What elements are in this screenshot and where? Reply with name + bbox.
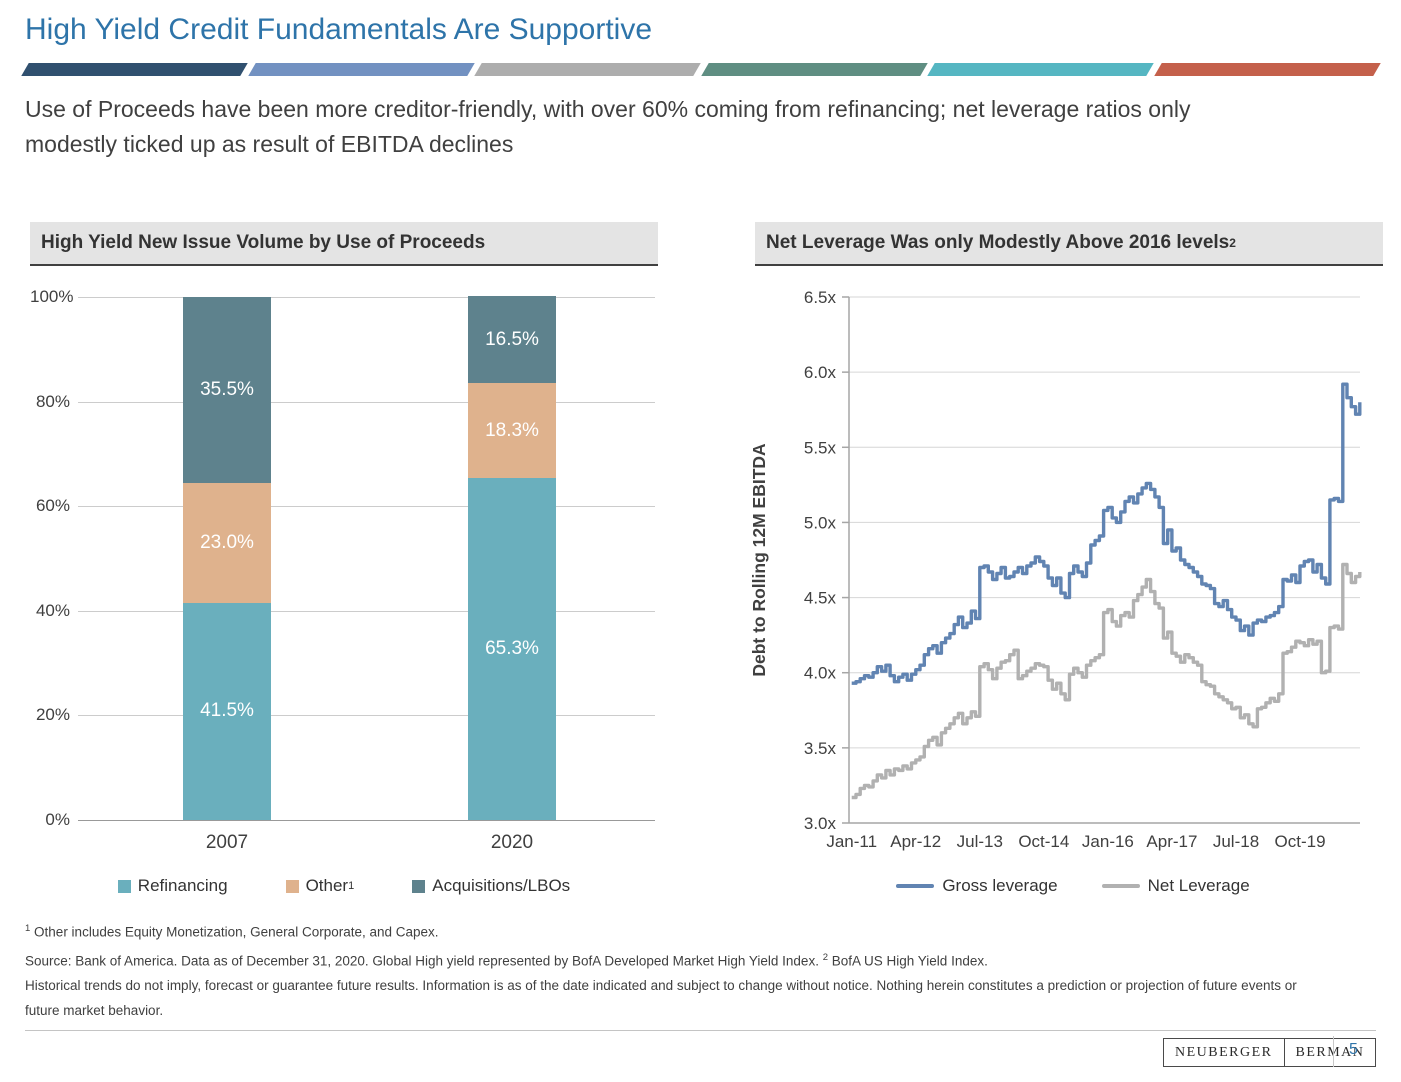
line-chart-xtick-label: Apr-17 xyxy=(1146,832,1197,851)
line-chart-ytick-label: 6.0x xyxy=(804,363,837,382)
line-chart-xtick-label: Oct-19 xyxy=(1275,832,1326,851)
bar-segment-value-label: 23.0% xyxy=(200,531,254,553)
legend-label: Other xyxy=(305,876,349,895)
legend-label: Net Leverage xyxy=(1147,876,1250,895)
legend-label: Refinancing xyxy=(137,876,228,895)
bar-segment-refinancing-2020: 65.3% xyxy=(468,478,556,820)
footnotes: 1 Other includes Equity Monetization, Ge… xyxy=(25,916,1315,1023)
bar-segment-refinancing-2007: 41.5% xyxy=(183,602,271,820)
line-chart-legend: Gross leverage Net Leverage xyxy=(745,876,1401,896)
bar-segment-acquisitions-lbos-2007: 35.5% xyxy=(183,297,271,483)
line-chart-y-axis-title: Debt to Rolling 12M EBITDA xyxy=(749,443,769,677)
bar-segment-value-label: 35.5% xyxy=(200,378,254,400)
divider-segment xyxy=(700,63,927,76)
left-chart-header-text: High Yield New Issue Volume by Use of Pr… xyxy=(41,232,486,253)
footnote-2: Source: Bank of America. Data as of Dece… xyxy=(25,951,988,969)
right-chart-header: Net Leverage Was only Modestly Above 201… xyxy=(755,222,1383,266)
bar-chart-ytick-label: 100% xyxy=(30,287,74,306)
bar-segment-other-2020: 18.3% xyxy=(468,382,556,479)
subtitle-line-1: Use of Proceeds have been more creditor-… xyxy=(25,96,1191,122)
subtitle-line-2: modestly ticked up as result of EBITDA d… xyxy=(25,131,514,157)
line-chart-xtick-label: Oct-14 xyxy=(1018,832,1069,851)
bar-chart-gridline xyxy=(78,715,655,717)
legend-color-swatch xyxy=(412,879,426,893)
divider-segment xyxy=(21,63,248,76)
bar-chart-ytick-label: 60% xyxy=(35,496,70,516)
line-chart-ytick-label: 6.5x xyxy=(804,288,837,307)
legend-color-swatch xyxy=(117,879,131,893)
bar-chart-gridline xyxy=(78,297,655,298)
footnote-1: 1 Other includes Equity Monetization, Ge… xyxy=(25,923,439,940)
legend-item-other: Other 1 xyxy=(285,876,355,896)
bar-segment-value-label: 65.3% xyxy=(485,638,539,660)
line-chart-xtick-label: Jan-11 xyxy=(826,832,877,851)
bar-chart-xtick-label: 2007 xyxy=(205,832,249,853)
line-chart-xtick-label: Apr-12 xyxy=(890,832,941,851)
left-chart-header: High Yield New Issue Volume by Use of Pr… xyxy=(30,222,658,266)
bar-chart-ytick-label: 40% xyxy=(35,600,70,620)
bar-segment-value-label: 18.3% xyxy=(485,419,539,441)
bar-chart-gridline xyxy=(78,506,655,508)
footer-rule xyxy=(25,1030,1376,1031)
divider-segment xyxy=(1153,63,1380,76)
bar-chart-xtick-label: 2020 xyxy=(490,832,534,853)
page-title: High Yield Credit Fundamentals Are Suppo… xyxy=(25,13,653,46)
bar-segment-other-2007: 23.0% xyxy=(183,482,271,603)
legend-item-gross-leverage: Gross leverage xyxy=(896,876,1058,896)
line-chart-ytick-label: 5.5x xyxy=(804,438,837,457)
bar-chart: 0% 20% 40% 60% 80% 100% 41.5% 23.0% 35.5% 2007 65.… xyxy=(30,285,658,855)
legend-color-swatch xyxy=(285,879,299,893)
bar-segment-acquisitions-lbos-2020: 16.5% xyxy=(468,296,556,383)
line-series-gross-leverage xyxy=(851,382,1362,685)
subtitle: Use of Proceeds have been more creditor-… xyxy=(25,92,1345,162)
legend-label: Acquisitions/LBOs xyxy=(432,876,571,895)
line-chart-xtick-label: Jul-18 xyxy=(1213,832,1259,851)
bar-segment-value-label: 16.5% xyxy=(485,328,539,350)
bar-chart-gridline xyxy=(78,401,655,403)
legend-item-net-leverage: Net Leverage xyxy=(1101,876,1250,896)
bar-chart-ytick-label: 80% xyxy=(35,391,70,411)
legend-item-refinancing: Refinancing xyxy=(117,876,228,896)
line-chart-ytick-label: 4.5x xyxy=(804,589,837,608)
bar-chart-gridline xyxy=(78,610,655,612)
line-chart-ytick-label: 4.0x xyxy=(804,664,837,683)
line-chart-ytick-label: 3.0x xyxy=(804,814,837,833)
right-chart-header-text: Net Leverage Was only Modestly Above 201… xyxy=(766,232,1230,253)
brand-logo-left: NEUBERGER xyxy=(1164,1039,1285,1066)
line-chart-ytick-label: 5.0x xyxy=(804,513,837,532)
legend-line-swatch xyxy=(1101,884,1140,888)
line-series-net-leverage xyxy=(851,562,1362,800)
line-chart-ytick-label: 3.5x xyxy=(804,739,837,758)
legend-item-acquisitions-lbos: Acquisitions/LBOs xyxy=(412,876,570,896)
right-chart-header-superscript: 2 xyxy=(1229,236,1236,250)
divider-bar xyxy=(21,63,1380,76)
line-chart-xtick-label: Jul-13 xyxy=(957,832,1003,851)
divider-segment xyxy=(927,63,1154,76)
legend-label-superscript: 1 xyxy=(348,880,355,892)
line-chart: 3.0x 3.5x 4.0x 4.5x 5.0x 5.5x 6.0x 6.5x Jan-11 Ap… xyxy=(749,288,1362,851)
bar-chart-gridline xyxy=(78,820,655,821)
bar-chart-ytick-label: 20% xyxy=(35,705,70,725)
line-chart-xtick-label: Jan-16 xyxy=(1082,832,1134,851)
footnote-3: Historical trends do not imply, forecast… xyxy=(25,978,1297,1018)
page-number: 5 xyxy=(1349,1041,1358,1058)
divider-segment xyxy=(247,63,474,76)
bar-chart-ytick-label: 0% xyxy=(45,810,70,829)
brand-logo-right: BERMAN xyxy=(1295,1045,1365,1060)
legend-line-swatch xyxy=(896,884,935,888)
bar-segment-value-label: 41.5% xyxy=(200,700,254,722)
bar-chart-legend: Refinancing Other 1 Acquisitions/LBOs xyxy=(30,876,658,896)
divider-segment xyxy=(474,63,701,76)
footer-separator xyxy=(1333,1036,1334,1067)
brand-logo: NEUBERGER BERMAN xyxy=(1163,1038,1377,1067)
legend-label: Gross leverage xyxy=(942,876,1058,895)
